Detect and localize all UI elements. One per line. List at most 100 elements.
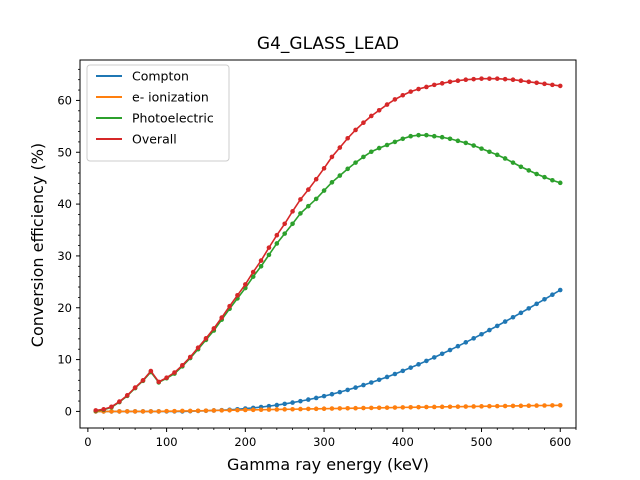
data-point [361, 120, 366, 126]
data-point [376, 107, 382, 113]
y-tick-label: 40 [57, 197, 72, 211]
data-point [172, 408, 177, 414]
data-point [408, 89, 413, 94]
data-point [447, 404, 453, 410]
legend-label: Compton [132, 69, 189, 84]
data-point [313, 406, 319, 412]
data-point [431, 133, 437, 139]
data-point [345, 166, 350, 172]
data-point [266, 245, 272, 250]
data-point [282, 407, 288, 412]
data-point [439, 404, 445, 410]
data-point [376, 405, 382, 411]
data-point [353, 405, 358, 411]
data-point [337, 389, 343, 395]
data-point [542, 403, 547, 408]
data-point [321, 393, 327, 399]
data-point [455, 343, 461, 349]
data-point [148, 368, 154, 374]
data-point [164, 408, 169, 414]
data-point [266, 407, 272, 412]
data-point [298, 211, 303, 216]
data-point [518, 310, 524, 316]
data-point [479, 146, 484, 151]
data-point [235, 293, 240, 298]
y-tick-label: 20 [57, 301, 72, 315]
y-tick-label: 30 [57, 249, 72, 263]
data-point [243, 407, 248, 413]
data-point [156, 379, 162, 385]
data-point [534, 171, 539, 177]
data-point [408, 404, 413, 410]
data-point [345, 387, 350, 393]
data-point [164, 375, 169, 381]
data-point [416, 132, 421, 138]
y-tick-label: 60 [57, 93, 72, 107]
data-point [369, 405, 374, 411]
data-point [447, 79, 453, 85]
data-point [526, 403, 532, 409]
data-point [392, 371, 398, 377]
data-point [471, 336, 476, 341]
data-point [274, 402, 280, 408]
data-point [124, 409, 130, 414]
data-point [140, 409, 146, 414]
data-point [400, 405, 406, 410]
data-point [369, 149, 374, 155]
data-point [203, 336, 209, 341]
legend-item: e- ionization [96, 90, 209, 105]
data-point [526, 79, 532, 85]
data-point [416, 86, 421, 92]
data-point [479, 404, 484, 409]
data-point [384, 405, 390, 410]
data-point [227, 303, 232, 309]
data-point [250, 407, 256, 413]
data-point [345, 406, 350, 411]
data-point [282, 221, 288, 227]
data-point [148, 409, 154, 414]
data-point [384, 142, 390, 148]
data-point [227, 407, 232, 413]
data-point [510, 314, 516, 320]
data-point [369, 380, 374, 385]
data-point [266, 252, 272, 258]
x-tick-label: 200 [234, 435, 256, 449]
data-point [298, 398, 303, 404]
data-point [369, 113, 374, 119]
data-point [306, 203, 311, 209]
data-point [534, 80, 539, 86]
legend-label: Overall [132, 132, 177, 147]
data-point [321, 166, 327, 171]
data-point [353, 160, 358, 165]
data-point [479, 331, 484, 337]
data-point [187, 354, 193, 360]
data-point [321, 406, 327, 412]
data-point [487, 76, 492, 81]
data-point [117, 409, 122, 414]
data-point [235, 407, 240, 413]
data-point [550, 403, 555, 408]
data-point [109, 409, 114, 414]
legend: Compton e- ionization Photoelectric Overall [86, 64, 230, 162]
data-point [392, 405, 398, 410]
data-point [463, 340, 469, 345]
data-point [557, 287, 563, 293]
series-overall [93, 76, 563, 413]
data-point [550, 82, 555, 88]
data-point [518, 403, 524, 409]
data-point [557, 83, 563, 89]
data-point [306, 406, 311, 412]
data-point [219, 315, 225, 320]
data-point [542, 81, 547, 87]
data-point [408, 365, 413, 370]
data-point [172, 370, 177, 375]
data-point [494, 152, 500, 158]
data-point [494, 323, 500, 329]
data-point [518, 78, 524, 84]
data-point [392, 97, 398, 102]
data-point [502, 319, 508, 324]
data-point [298, 197, 303, 202]
data-point [424, 132, 429, 138]
data-point [455, 78, 461, 84]
